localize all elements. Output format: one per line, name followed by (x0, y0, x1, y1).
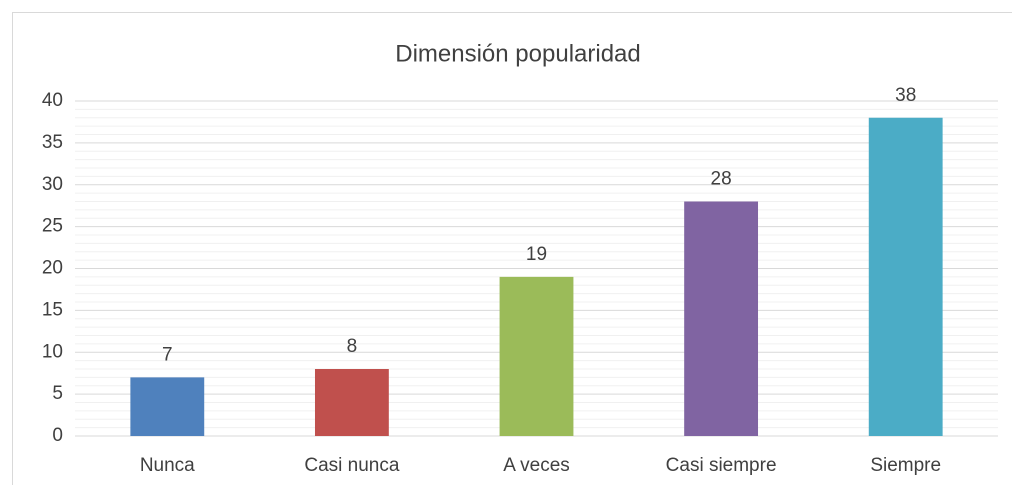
y-tick-label: 10 (42, 341, 63, 362)
bar (684, 202, 758, 437)
x-tick-label: Siempre (870, 455, 941, 476)
data-label: 8 (347, 336, 358, 357)
chart-title: Dimensión popularidad (395, 40, 640, 67)
y-tick-label: 5 (52, 383, 63, 404)
data-label: 7 (162, 344, 173, 365)
y-tick-label: 15 (42, 299, 63, 320)
bar (869, 118, 943, 436)
x-tick-label: Nunca (140, 455, 195, 476)
x-tick-label: A veces (503, 455, 570, 476)
y-tick-label: 25 (42, 216, 63, 237)
y-tick-label: 30 (42, 174, 63, 195)
data-label: 19 (526, 244, 547, 265)
bar (500, 277, 574, 436)
bar (130, 377, 204, 436)
data-label: 28 (711, 169, 732, 190)
x-tick-label: Casi nunca (304, 455, 399, 476)
x-tick-label: Casi siempre (666, 455, 777, 476)
y-tick-label: 40 (42, 90, 63, 111)
bar (315, 369, 389, 436)
y-tick-label: 0 (52, 425, 63, 446)
data-label: 38 (895, 85, 916, 106)
y-tick-label: 20 (42, 258, 63, 279)
y-tick-label: 35 (42, 132, 63, 153)
